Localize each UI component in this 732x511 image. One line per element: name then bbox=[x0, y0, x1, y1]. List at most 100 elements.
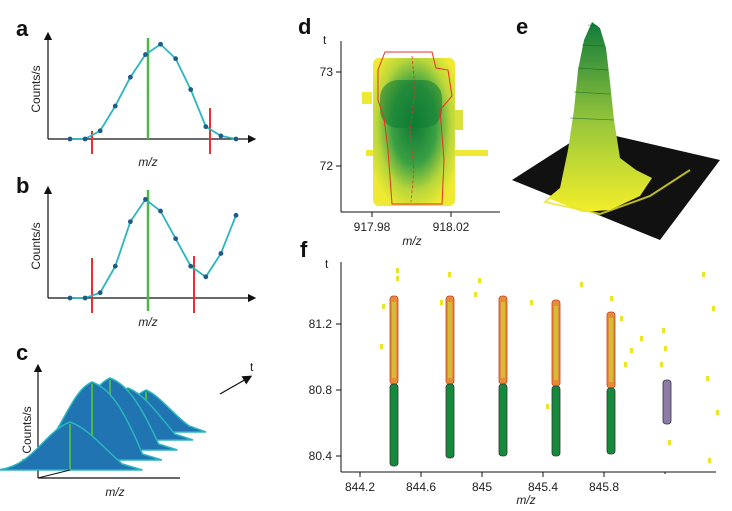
xtick-f-2: 844.6 bbox=[406, 480, 436, 494]
data-point bbox=[188, 87, 194, 92]
data-point bbox=[67, 295, 73, 301]
data-point bbox=[143, 52, 148, 57]
data-point bbox=[112, 263, 118, 269]
feature-column-bottom bbox=[606, 387, 616, 455]
data-point bbox=[97, 128, 103, 134]
noise-speck bbox=[610, 296, 613, 301]
feature-column-bottom bbox=[445, 383, 455, 459]
noise-speck bbox=[660, 362, 663, 367]
noise-speck bbox=[668, 440, 671, 445]
panel-a: a Counts/s m/z bbox=[16, 16, 257, 169]
data-point bbox=[158, 208, 163, 214]
ytick-f-2: 80.8 bbox=[309, 383, 333, 397]
profile-line bbox=[70, 43, 237, 140]
time-arrow-c bbox=[219, 375, 253, 395]
data-point bbox=[173, 56, 179, 62]
noise-speck bbox=[712, 306, 715, 311]
noise-speck bbox=[716, 410, 719, 415]
panel-b: b Counts/s m/z bbox=[16, 173, 257, 329]
peak-3d-e bbox=[542, 22, 691, 216]
noise-speck bbox=[702, 272, 705, 277]
xtick-f-1: 844.2 bbox=[345, 480, 375, 494]
data-point bbox=[233, 136, 239, 142]
xtick-d-2: 918.02 bbox=[433, 220, 470, 234]
xtick-f-4: 845.4 bbox=[528, 480, 558, 494]
xtick-f-5: 845.8 bbox=[589, 480, 619, 494]
data-point bbox=[203, 124, 209, 130]
data-point bbox=[82, 136, 88, 142]
data-point bbox=[158, 41, 163, 47]
data-point bbox=[143, 197, 148, 202]
noise-speck bbox=[440, 300, 443, 305]
feature-column-bottom bbox=[389, 383, 399, 467]
profile-line bbox=[70, 198, 237, 299]
feature-column-bottom bbox=[662, 379, 672, 425]
data-point bbox=[218, 133, 224, 139]
data-point bbox=[188, 263, 194, 269]
ylabel-b: Counts/s bbox=[29, 222, 43, 269]
time-label-c: t bbox=[250, 360, 254, 374]
x-ticks-f bbox=[359, 472, 666, 477]
noise-speck bbox=[620, 316, 623, 321]
xlabel-f: m/z bbox=[516, 493, 535, 507]
noise-speck bbox=[624, 362, 627, 367]
ylabel-f: t bbox=[325, 257, 329, 271]
ylabel-a: Counts/s bbox=[29, 65, 43, 112]
xtick-d-1: 917.98 bbox=[354, 220, 391, 234]
panel-label-b: b bbox=[16, 173, 29, 198]
ytick-f-3: 80.4 bbox=[309, 449, 333, 463]
noise-speck bbox=[630, 348, 633, 353]
ytick-d-72: 72 bbox=[320, 159, 334, 173]
noise-speck bbox=[396, 276, 399, 281]
noise-speck bbox=[664, 346, 667, 351]
data-point bbox=[82, 295, 88, 301]
noise-speck bbox=[448, 272, 451, 277]
feature-map-f bbox=[380, 268, 719, 467]
noise-speck bbox=[380, 344, 383, 349]
data-point bbox=[218, 251, 224, 256]
data-point bbox=[173, 236, 179, 242]
feature-column-bottom bbox=[498, 383, 508, 457]
panel-label-d: d bbox=[298, 14, 311, 39]
panel-label-f: f bbox=[300, 237, 308, 262]
xlabel-c: m/z bbox=[105, 485, 124, 499]
data-point bbox=[127, 219, 133, 225]
data-point bbox=[67, 136, 73, 142]
panel-d: d t 73 72 917.98 918.02 m/z bbox=[298, 14, 500, 248]
xlabel-a: m/z bbox=[138, 155, 157, 169]
data-point bbox=[233, 212, 239, 218]
data-point bbox=[112, 103, 118, 109]
noise-speck bbox=[396, 268, 399, 273]
series-a bbox=[67, 41, 239, 142]
xtick-f-3: 845 bbox=[472, 480, 492, 494]
data-point bbox=[203, 274, 209, 280]
feature-heatmap-d bbox=[362, 51, 488, 206]
panel-label-c: c bbox=[16, 340, 28, 365]
noise-speck bbox=[640, 336, 643, 341]
noise-speck bbox=[474, 292, 477, 297]
noise-speck bbox=[580, 282, 583, 287]
ylabel-d: t bbox=[323, 33, 327, 47]
panel-c: c Counts/s m/z t bbox=[0, 340, 254, 499]
noise-speck bbox=[706, 376, 709, 381]
xlabel-b: m/z bbox=[138, 315, 157, 329]
ytick-d-73: 73 bbox=[320, 65, 334, 79]
panel-f: f t 81.2 80.8 80.4 844.2 844.6 845 845.4… bbox=[300, 237, 719, 507]
panel-label-a: a bbox=[16, 16, 29, 41]
ytick-f-1: 81.2 bbox=[309, 317, 333, 331]
peak-slice bbox=[0, 421, 143, 471]
xlabel-d: m/z bbox=[402, 234, 421, 248]
noise-speck bbox=[478, 278, 481, 283]
ylabel-c: Counts/s bbox=[20, 406, 34, 453]
series-b bbox=[67, 197, 239, 301]
noise-speck bbox=[708, 458, 711, 463]
feature-boundary-d bbox=[377, 51, 453, 205]
data-point bbox=[127, 74, 133, 80]
noise-speck bbox=[662, 328, 665, 333]
noise-speck bbox=[530, 300, 533, 305]
panel-e: e bbox=[512, 14, 720, 240]
feature-column-bottom bbox=[551, 385, 561, 457]
panel-label-e: e bbox=[516, 14, 528, 39]
noise-speck bbox=[546, 404, 549, 409]
